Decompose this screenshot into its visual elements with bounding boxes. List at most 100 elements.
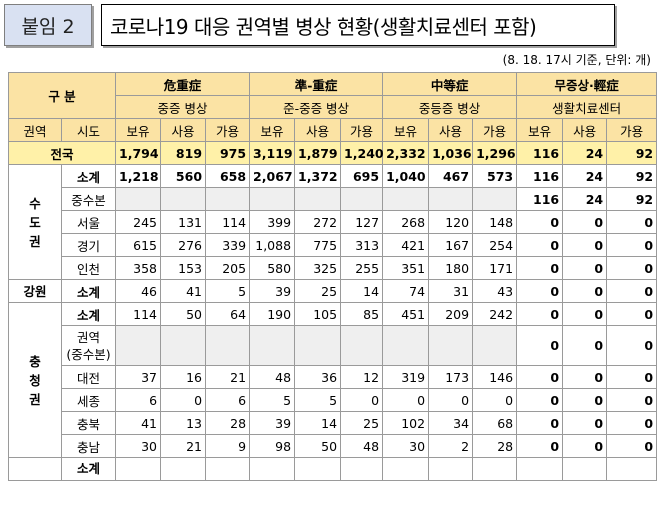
region-name: 강원 [8, 279, 62, 303]
row-label: 중수본 [60, 187, 117, 211]
cell-value: 21 [205, 365, 251, 389]
cell-value: 116 [516, 164, 564, 188]
header-sub-mild: 생활치료센터 [516, 95, 657, 119]
cell-value: 14 [340, 279, 384, 303]
cell-value [115, 457, 162, 481]
cell-value: 0 [606, 434, 657, 458]
cell-value: 658 [205, 164, 251, 188]
row-label: 서울 [60, 210, 117, 234]
cell-value: 1,218 [115, 164, 162, 188]
cell-value: 351 [382, 256, 430, 280]
cell-value: 114 [115, 302, 162, 326]
cell-value [294, 325, 342, 366]
cell-value: 39 [249, 279, 296, 303]
cell-value: 0 [606, 411, 657, 435]
cell-value: 276 [160, 233, 207, 257]
cell-value: 0 [606, 325, 657, 366]
cell-value: 167 [428, 233, 474, 257]
cell-value: 573 [472, 164, 518, 188]
row-label: 권역 (중수본) [60, 325, 117, 366]
cell-value: 0 [516, 411, 564, 435]
cell-value: 2,332 [382, 141, 430, 165]
national-row: 전국 1,794 819 975 3,119 1,879 1,240 2,332 1,036 1,… [7, 141, 657, 165]
cell-value: 6 [205, 388, 251, 412]
cell-value: 245 [115, 210, 162, 234]
header-group-critical: 危重症 [115, 72, 251, 96]
cell-value: 268 [382, 210, 430, 234]
cell-value [606, 457, 657, 481]
cell-value [340, 457, 384, 481]
cell-value: 25 [294, 279, 342, 303]
row-label: 인천 [60, 256, 117, 280]
cell-value: 695 [340, 164, 384, 188]
cell-value [382, 325, 430, 366]
table-row: 서울 245 131 114 399 272 127 268 120 148 0 0 0 [9, 210, 657, 234]
cell-value: 1,794 [115, 141, 162, 165]
cell-value: 560 [160, 164, 207, 188]
cell-value [516, 457, 564, 481]
header-col-hold: 보유 [382, 118, 430, 142]
cell-value: 68 [472, 411, 518, 435]
cell-value: 31 [428, 279, 474, 303]
table-row: 충북 41 13 28 39 14 25 102 34 68 0 0 0 [9, 411, 657, 435]
cell-value: 209 [428, 302, 474, 326]
cell-value: 0 [516, 233, 564, 257]
cell-value: 39 [249, 411, 296, 435]
cell-value: 1,240 [340, 141, 384, 165]
cell-value: 1,040 [382, 164, 430, 188]
cell-value: 21 [160, 434, 207, 458]
cell-value [115, 325, 162, 366]
row-label: 소계 [60, 279, 117, 303]
header-col-use: 사용 [294, 118, 342, 142]
cell-value: 30 [115, 434, 162, 458]
cell-value: 13 [160, 411, 207, 435]
cell-value: 37 [115, 365, 162, 389]
cell-value: 9 [205, 434, 251, 458]
cell-value: 205 [205, 256, 251, 280]
cell-value: 64 [205, 302, 251, 326]
cell-value: 36 [294, 365, 342, 389]
cell-value: 50 [160, 302, 207, 326]
cell-value [382, 187, 430, 211]
cell-value: 92 [606, 164, 657, 188]
cell-value: 116 [516, 141, 564, 165]
region-name: 수도권 [8, 164, 62, 280]
cell-value: 0 [606, 388, 657, 412]
table-row-cut: 소계 [8, 457, 657, 481]
cell-value [382, 457, 430, 481]
cell-value: 0 [562, 233, 608, 257]
cell-value [205, 325, 251, 366]
header-sub-critical: 중증 병상 [115, 95, 251, 119]
cell-value: 173 [428, 365, 474, 389]
header-col-region: 권역 [8, 118, 62, 142]
cell-value: 3,119 [249, 141, 296, 165]
cell-value: 0 [516, 256, 564, 280]
cell-value [428, 187, 474, 211]
header-col-use: 사용 [428, 118, 474, 142]
cell-value: 0 [562, 388, 608, 412]
row-label: 세종 [60, 388, 117, 412]
cell-value [205, 457, 251, 481]
cell-value: 0 [516, 302, 564, 326]
cell-value: 16 [160, 365, 207, 389]
cell-value: 28 [205, 411, 251, 435]
cell-value: 46 [115, 279, 162, 303]
cell-value: 975 [205, 141, 251, 165]
table-row: 권역 (중수본) 0 0 0 [9, 325, 657, 366]
cell-value: 2,067 [249, 164, 296, 188]
cell-value [160, 457, 207, 481]
cell-value [205, 187, 251, 211]
cell-value: 0 [562, 411, 608, 435]
row-label: 충북 [60, 411, 117, 435]
cell-value: 0 [562, 256, 608, 280]
cell-value: 41 [160, 279, 207, 303]
cell-value: 339 [205, 233, 251, 257]
cell-value: 775 [294, 233, 342, 257]
cell-value: 451 [382, 302, 430, 326]
table-row: 대전 37 16 21 48 36 12 319 173 146 0 0 0 [9, 365, 657, 389]
region-name-text: 수도권 [29, 195, 41, 249]
header-sub-semi-critical: 준-중증 병상 [249, 95, 384, 119]
cell-value: 0 [340, 388, 384, 412]
cell-value: 148 [472, 210, 518, 234]
cell-value: 0 [606, 256, 657, 280]
